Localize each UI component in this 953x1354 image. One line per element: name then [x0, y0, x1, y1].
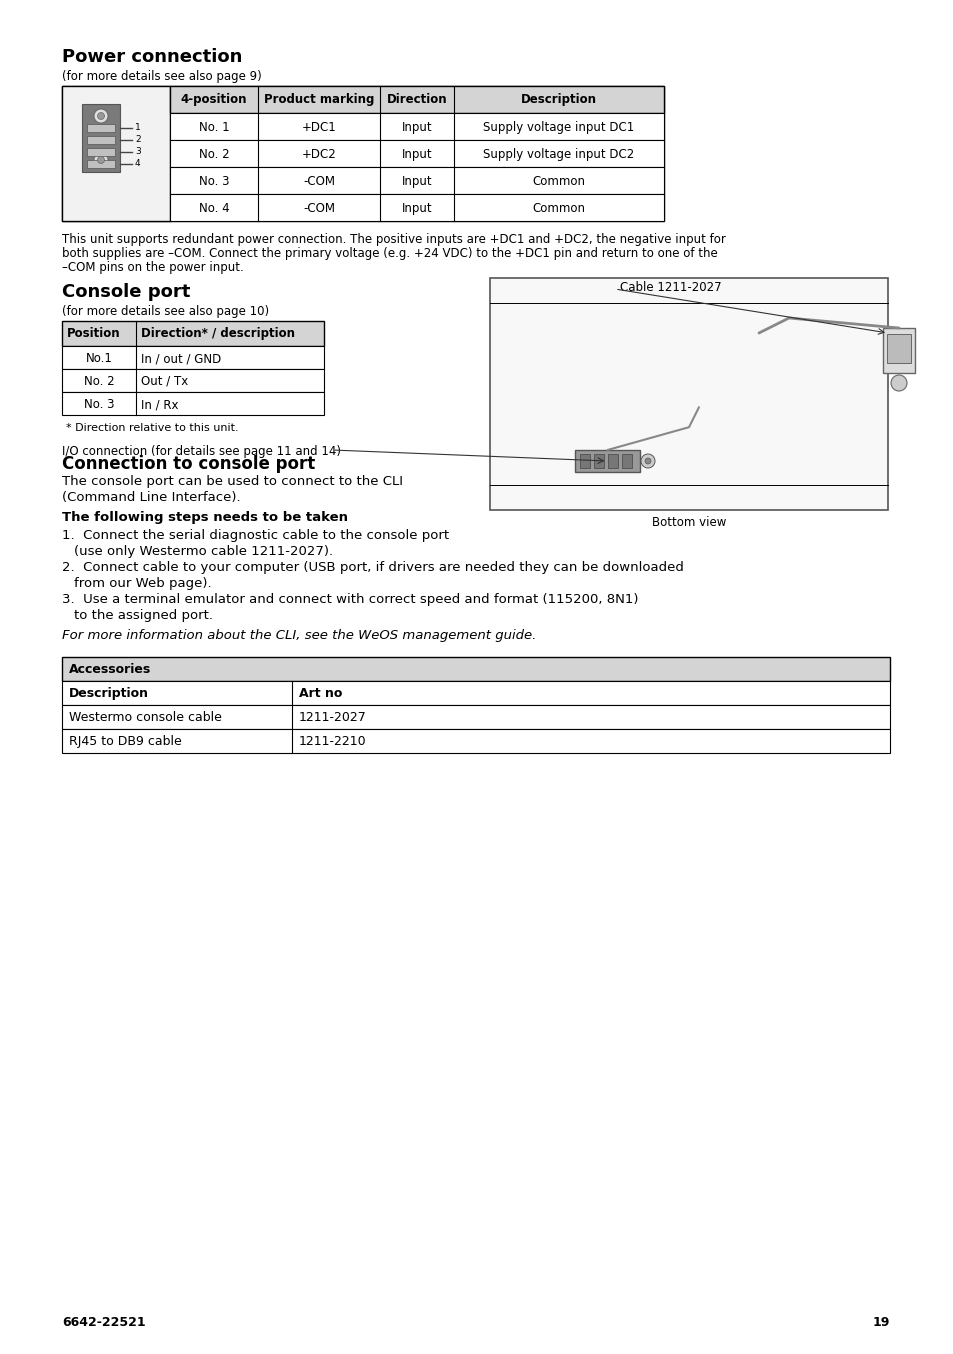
Text: For more information about the CLI, see the WeOS management guide.: For more information about the CLI, see … [62, 630, 536, 642]
Text: Accessories: Accessories [69, 663, 152, 676]
Text: No. 4: No. 4 [198, 202, 229, 215]
Bar [62, 347, 324, 370]
Text: No. 3: No. 3 [198, 175, 229, 188]
Bar [170, 87, 663, 112]
Text: Input: Input [401, 121, 432, 134]
Text: 1211-2027: 1211-2027 [298, 711, 366, 724]
Text: Out / Tx: Out / Tx [141, 375, 188, 389]
Text: from our Web page).: from our Web page). [74, 577, 212, 590]
Text: No. 2: No. 2 [84, 375, 114, 389]
Text: 3: 3 [135, 148, 141, 156]
Text: No. 3: No. 3 [84, 398, 114, 412]
Bar [62, 321, 324, 347]
Bar [62, 681, 889, 705]
Text: No.1: No.1 [86, 352, 112, 366]
Bar [621, 454, 631, 468]
Text: –COM pins on the power input.: –COM pins on the power input. [62, 261, 244, 274]
Bar [82, 104, 120, 172]
Text: 1211-2210: 1211-2210 [298, 735, 366, 747]
Text: (Command Line Interface).: (Command Line Interface). [62, 492, 240, 504]
Circle shape [97, 157, 105, 164]
Text: 4: 4 [135, 158, 140, 168]
Text: both supplies are –COM. Connect the primary voltage (e.g. +24 VDC) to the +DC1 p: both supplies are –COM. Connect the prim… [62, 246, 717, 260]
Text: 1.  Connect the serial diagnostic cable to the console port: 1. Connect the serial diagnostic cable t… [62, 529, 449, 542]
Bar [579, 454, 589, 468]
Text: (use only Westermo cable 1211-2027).: (use only Westermo cable 1211-2027). [74, 546, 333, 558]
Text: * Direction relative to this unit.: * Direction relative to this unit. [66, 422, 238, 433]
Circle shape [640, 454, 655, 468]
Text: Input: Input [401, 175, 432, 188]
Text: to the assigned port.: to the assigned port. [74, 609, 213, 621]
Text: In / Rx: In / Rx [141, 398, 178, 412]
Circle shape [890, 375, 906, 391]
Bar [62, 657, 889, 681]
Bar [62, 728, 889, 753]
Text: RJ45 to DB9 cable: RJ45 to DB9 cable [69, 735, 182, 747]
Text: -COM: -COM [303, 202, 335, 215]
Text: Input: Input [401, 148, 432, 161]
Text: 3.  Use a terminal emulator and connect with correct speed and format (115200, 8: 3. Use a terminal emulator and connect w… [62, 593, 638, 607]
Text: +DC1: +DC1 [301, 121, 336, 134]
Text: Bottom view: Bottom view [651, 516, 725, 529]
Text: Supply voltage input DC1: Supply voltage input DC1 [483, 121, 634, 134]
Text: Cable 1211-2027: Cable 1211-2027 [619, 282, 720, 294]
Bar [62, 393, 324, 414]
Text: Common: Common [532, 202, 585, 215]
Text: Power connection: Power connection [62, 47, 242, 66]
Text: Art no: Art no [298, 686, 342, 700]
Bar [87, 125, 115, 131]
Text: In / out / GND: In / out / GND [141, 352, 221, 366]
Text: 2.  Connect cable to your computer (USB port, if drivers are needed they can be : 2. Connect cable to your computer (USB p… [62, 561, 683, 574]
Bar [62, 705, 889, 728]
Bar [62, 87, 170, 221]
Text: (for more details see also page 10): (for more details see also page 10) [62, 305, 269, 318]
Text: Product marking: Product marking [264, 93, 374, 106]
Text: Direction* / description: Direction* / description [141, 328, 294, 340]
Text: -COM: -COM [303, 175, 335, 188]
Bar [62, 87, 663, 221]
Bar [170, 167, 663, 194]
Text: The following steps needs to be taken: The following steps needs to be taken [62, 510, 348, 524]
Bar [490, 278, 887, 510]
Text: Input: Input [401, 202, 432, 215]
Bar [62, 370, 324, 393]
Text: 1: 1 [135, 123, 141, 131]
Text: No. 1: No. 1 [198, 121, 229, 134]
Text: The console port can be used to connect to the CLI: The console port can be used to connect … [62, 475, 402, 487]
Bar [87, 148, 115, 156]
Bar [886, 334, 910, 363]
Text: This unit supports redundant power connection. The positive inputs are +DC1 and : This unit supports redundant power conne… [62, 233, 725, 246]
Text: No. 2: No. 2 [198, 148, 229, 161]
Bar [170, 112, 663, 139]
Text: Description: Description [520, 93, 597, 106]
Circle shape [644, 458, 650, 464]
Bar [170, 194, 663, 221]
Text: 19: 19 [872, 1316, 889, 1330]
Circle shape [94, 110, 108, 123]
Bar [87, 135, 115, 144]
Bar [170, 139, 663, 167]
Text: +DC2: +DC2 [301, 148, 336, 161]
Circle shape [94, 153, 108, 167]
Text: 2: 2 [135, 135, 140, 144]
Text: Supply voltage input DC2: Supply voltage input DC2 [483, 148, 634, 161]
Text: Connection to console port: Connection to console port [62, 455, 314, 473]
Bar [575, 450, 639, 473]
Bar [87, 160, 115, 168]
Text: (for more details see also page 9): (for more details see also page 9) [62, 70, 261, 83]
Bar [607, 454, 618, 468]
Text: Common: Common [532, 175, 585, 188]
Bar [594, 454, 603, 468]
Text: Description: Description [69, 686, 149, 700]
Text: 6642-22521: 6642-22521 [62, 1316, 146, 1330]
Text: Westermo console cable: Westermo console cable [69, 711, 222, 724]
Text: I/O connection (for details see page 11 and 14): I/O connection (for details see page 11 … [62, 445, 340, 458]
Bar [882, 328, 914, 372]
Circle shape [97, 112, 105, 119]
Text: Direction: Direction [386, 93, 447, 106]
Text: Console port: Console port [62, 283, 191, 301]
Text: 4-position: 4-position [180, 93, 247, 106]
Text: Position: Position [67, 328, 120, 340]
